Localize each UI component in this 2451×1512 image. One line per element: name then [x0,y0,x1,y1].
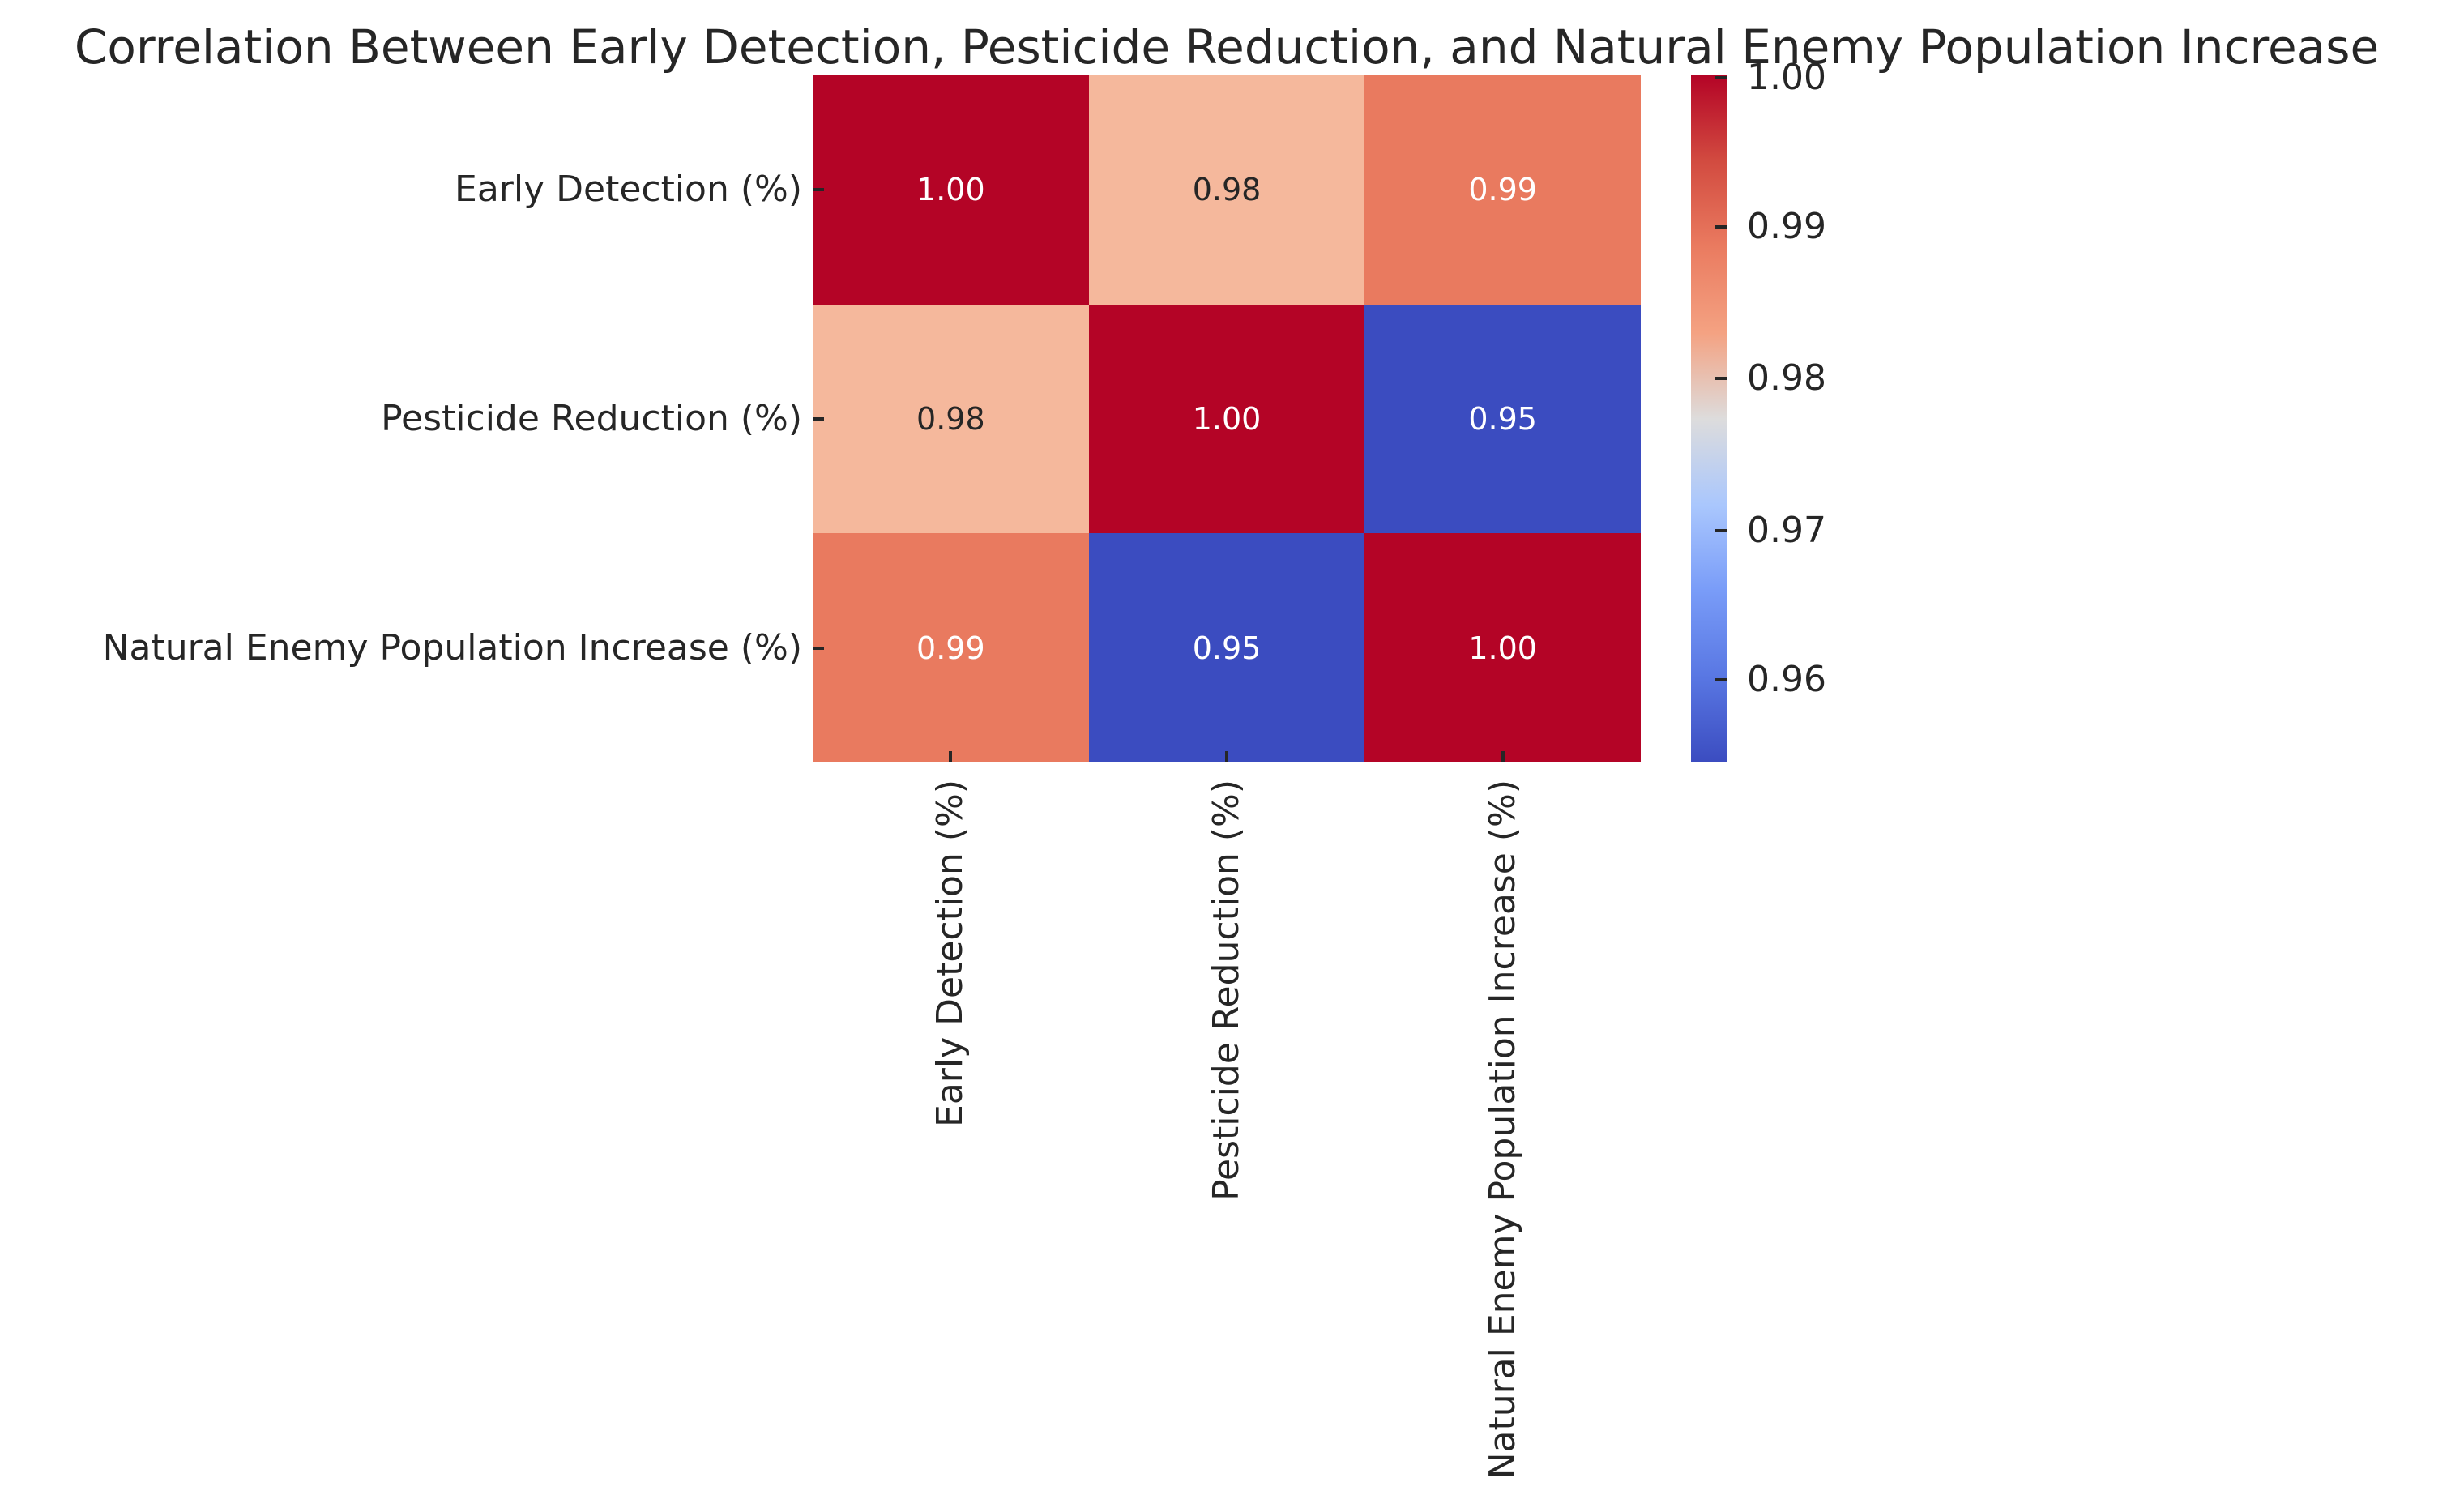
colorbar-tick [1715,529,1727,533]
x-axis-tick [949,751,953,762]
heatmap-cell: 0.99 [1364,75,1641,305]
heatmap-cell: 0.98 [1088,75,1365,305]
x-axis-tick [1225,751,1228,762]
heatmap-cell: 1.00 [1088,304,1365,534]
y-axis-tick [813,188,824,192]
heatmap-cell: 0.95 [1364,304,1641,534]
heatmap-cell: 0.95 [1088,533,1365,762]
y-axis-tick [813,646,824,650]
colorbar-tick-label: 1.00 [1747,57,1826,99]
heatmap-cell: 0.98 [813,304,1089,534]
colorbar-tick [1715,376,1727,380]
heatmap-cell: 1.00 [813,75,1089,305]
col-label: Pesticide Reduction (%) [1206,779,1247,1201]
row-label: Pesticide Reduction (%) [381,398,802,439]
colorbar-tick [1715,76,1727,80]
colorbar [1691,75,1727,762]
colorbar-tick [1715,678,1727,682]
colorbar-tick-label: 0.99 [1747,206,1826,248]
x-axis-tick [1501,751,1505,762]
col-label: Natural Enemy Population Increase (%) [1481,779,1523,1480]
colorbar-tick-label: 0.96 [1747,659,1826,701]
heatmap: 1.00 0.98 0.99 0.98 1.00 0.95 0.99 0.95 1.00 [813,75,1641,762]
chart-title: Correlation Between Early Detection, Pes… [74,19,2380,75]
col-label: Early Detection (%) [929,779,971,1127]
row-label: Early Detection (%) [455,169,802,211]
y-axis-tick [813,417,824,421]
row-label: Natural Enemy Population Increase (%) [102,626,802,668]
heatmap-cell: 1.00 [1364,533,1641,762]
heatmap-cell: 0.99 [813,533,1089,762]
colorbar-tick [1715,225,1727,229]
colorbar-tick-label: 0.98 [1747,357,1826,399]
colorbar-tick-label: 0.97 [1747,510,1826,552]
